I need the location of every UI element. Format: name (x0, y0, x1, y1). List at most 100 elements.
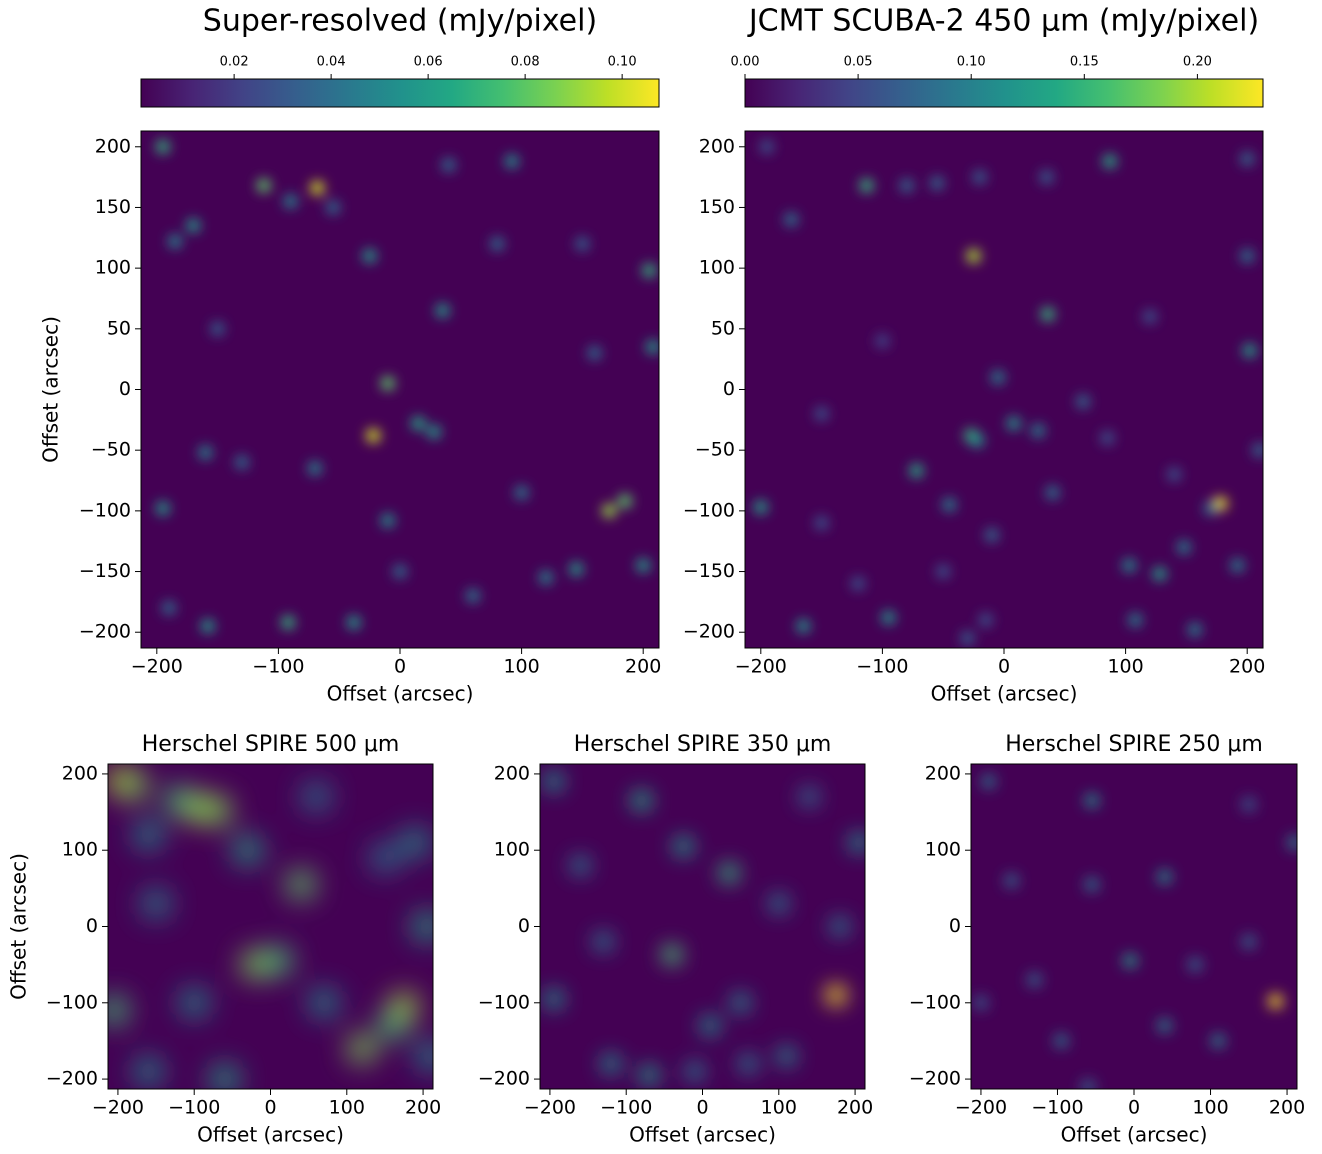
source (826, 985, 847, 1006)
source (142, 889, 171, 918)
source (1045, 485, 1060, 500)
y-tick-label: −100 (79, 499, 131, 521)
source (661, 944, 682, 965)
source (960, 631, 975, 646)
source (1157, 869, 1172, 884)
colorbar-tick-label: 0.05 (844, 55, 873, 70)
y-tick-label: −50 (91, 439, 131, 461)
source (759, 139, 774, 154)
x-tick-label: 0 (998, 656, 1010, 678)
y-axis-label: Offset (arcsec) (39, 316, 63, 463)
y-tick-label: −200 (683, 621, 735, 643)
image (971, 764, 1297, 1089)
x-tick-label: 0 (394, 656, 406, 678)
source (909, 463, 924, 478)
source (465, 588, 480, 603)
source (1187, 622, 1202, 637)
source (164, 786, 193, 815)
source (441, 157, 456, 172)
source (881, 610, 896, 625)
x-tick-label: −100 (252, 656, 304, 678)
source (362, 249, 377, 264)
source (281, 615, 296, 630)
source (1188, 957, 1203, 972)
x-axis-label: Offset (arcsec) (197, 1123, 344, 1147)
y-tick-label: −150 (79, 560, 131, 582)
source (283, 194, 298, 209)
source (543, 988, 564, 1009)
x-tick-label: −100 (1031, 1097, 1083, 1119)
y-tick-label: −200 (909, 1068, 961, 1090)
source (973, 995, 988, 1010)
source (134, 1057, 163, 1086)
source (416, 1042, 433, 1071)
source (1240, 151, 1255, 166)
colorbar (744, 78, 1264, 108)
source (241, 950, 270, 979)
source (155, 139, 170, 154)
y-tick-label: −50 (695, 439, 735, 461)
sources (973, 774, 1297, 1089)
source (302, 782, 331, 811)
source (1211, 1033, 1226, 1048)
source (256, 178, 271, 193)
source (1268, 994, 1283, 1009)
source (1176, 540, 1191, 555)
panel-title: Herschel SPIRE 250 μm (1005, 732, 1263, 757)
x-tick-label: −100 (856, 656, 908, 678)
source (380, 376, 395, 391)
panel-title: Herschel SPIRE 500 μm (142, 732, 400, 757)
sources (108, 767, 433, 1089)
source (1040, 307, 1055, 322)
colorbar-tick-label: 0.08 (511, 55, 540, 70)
x-tick-label: 200 (405, 1097, 441, 1119)
x-tick-label: 100 (1192, 1097, 1228, 1119)
colorbar (140, 78, 660, 108)
x-tick-label: −200 (92, 1097, 144, 1119)
source (799, 786, 820, 807)
source (1006, 416, 1021, 431)
source (600, 1053, 621, 1074)
y-tick-label: 0 (86, 915, 98, 937)
source (412, 912, 433, 941)
source (514, 485, 529, 500)
source (899, 178, 914, 193)
source (401, 828, 430, 857)
source (203, 796, 232, 825)
source (1230, 558, 1245, 573)
source (161, 600, 176, 615)
source (435, 303, 450, 318)
source (753, 500, 768, 515)
source (966, 249, 981, 264)
source (978, 613, 993, 628)
source (1241, 934, 1256, 949)
source (684, 1061, 705, 1082)
source (796, 619, 811, 634)
source (504, 154, 519, 169)
source (155, 501, 170, 516)
panel: Herschel SPIRE 250 μm −200 −100 0 100 200 −200… (909, 732, 1305, 1147)
source (200, 619, 215, 634)
image (540, 764, 865, 1089)
source (307, 461, 322, 476)
y-tick-label: −150 (683, 560, 735, 582)
y-tick-label: 200 (62, 762, 98, 784)
y-tick-label: 150 (699, 196, 735, 218)
y-tick-label: −100 (46, 991, 98, 1013)
source (287, 870, 316, 899)
y-tick-label: −100 (683, 499, 735, 521)
source (134, 820, 163, 849)
panel: Super-resolved (mJy/pixel) −200 −100 0 100 20… (39, 4, 662, 706)
source (326, 200, 341, 215)
y-tick-label: 0 (518, 915, 530, 937)
source (673, 836, 694, 857)
source (538, 570, 553, 585)
x-tick-label: −100 (168, 1097, 220, 1119)
colorbar-tick-label: 0.20 (1183, 55, 1212, 70)
source (1027, 972, 1042, 987)
source (719, 863, 740, 884)
x-tick-label: 200 (1269, 1097, 1305, 1119)
source (1031, 423, 1046, 438)
source (210, 1065, 239, 1089)
source (1240, 249, 1255, 264)
